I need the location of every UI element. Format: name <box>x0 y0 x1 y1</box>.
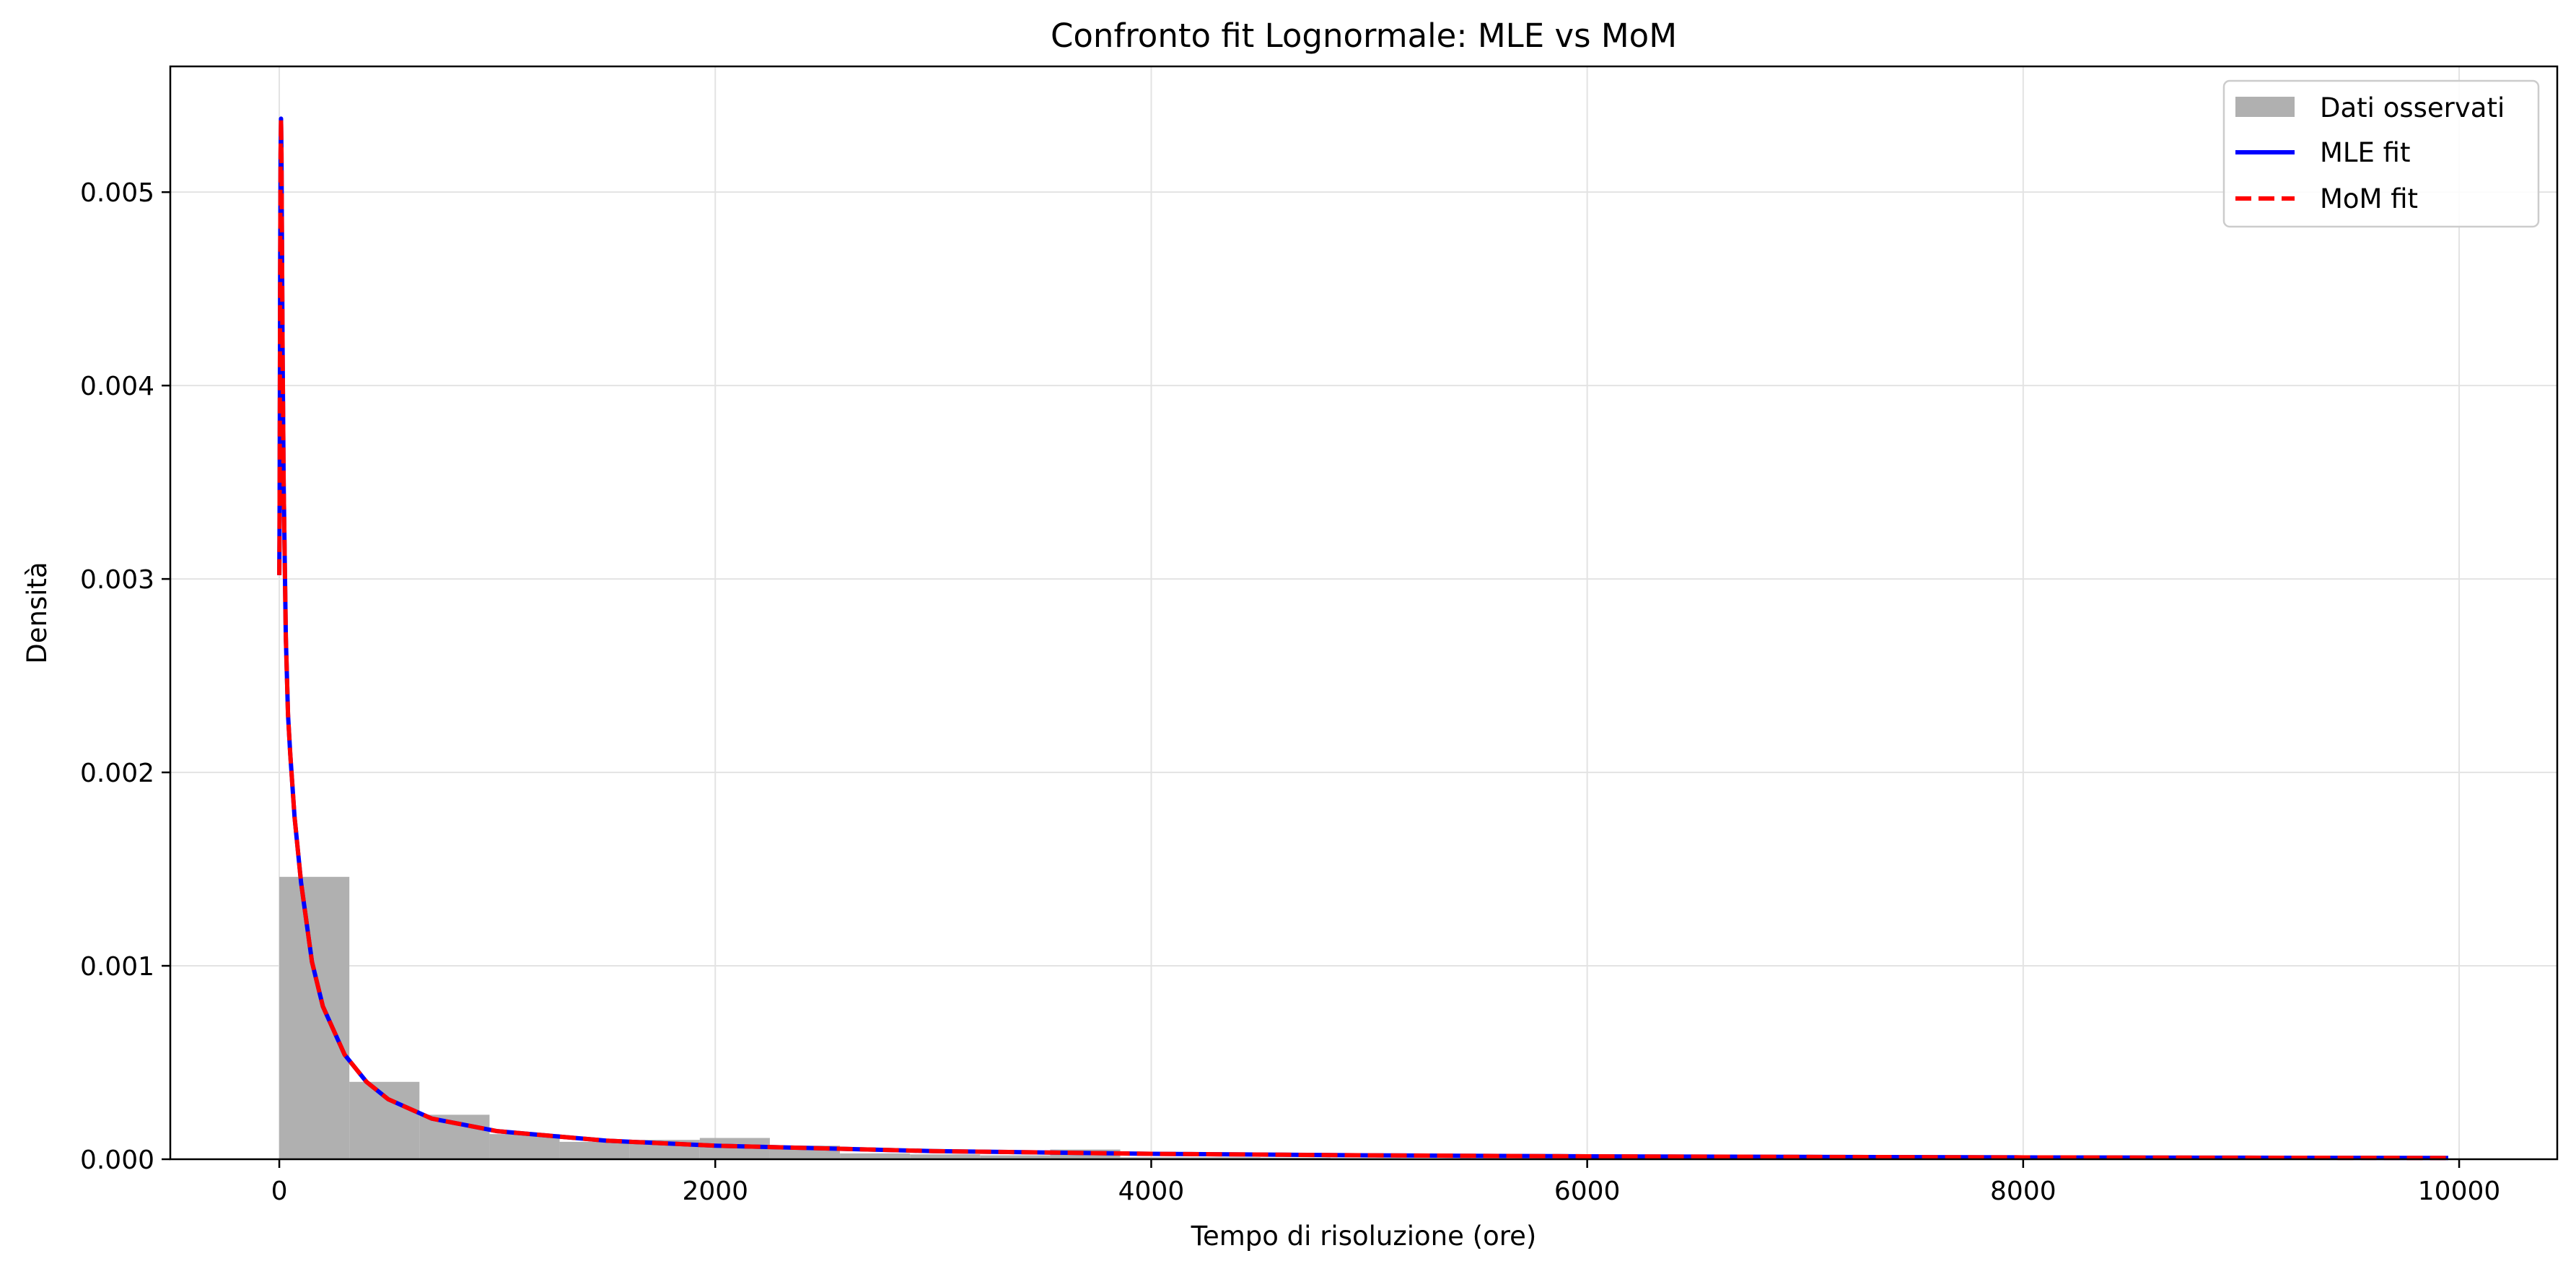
mom-fit-curve <box>277 116 2448 1161</box>
legend-item-observed: Dati osservati <box>2235 92 2505 123</box>
y-tick-label: 0.001 <box>80 952 154 982</box>
histogram-bar <box>910 1154 981 1159</box>
histogram-bar <box>1190 1157 1261 1159</box>
x-tick-label: 10000 <box>2418 1177 2501 1206</box>
x-tick-label: 0 <box>271 1177 288 1206</box>
histogram-bar <box>1120 1157 1191 1159</box>
histogram-bar <box>840 1153 911 1159</box>
y-tick-label: 0.002 <box>80 759 154 788</box>
legend-item-mle: MLE fit <box>2235 137 2411 168</box>
plot-frame <box>169 65 2559 1161</box>
legend-label-observed: Dati osservati <box>2320 92 2505 123</box>
y-axis-ticks: 0.000 0.001 0.002 0.003 0.004 0.005 <box>80 178 170 1175</box>
y-axis-label: Densità <box>22 562 53 663</box>
histogram-bar <box>559 1141 630 1159</box>
legend: Dati osservati MLE fit MoM fit <box>2222 79 2540 228</box>
x-tick-label: 4000 <box>1118 1177 1185 1206</box>
fit-curves <box>277 116 2448 1161</box>
histogram-bar <box>279 876 350 1159</box>
x-axis-ticks: 0 2000 4000 6000 8000 10000 <box>271 1159 2501 1206</box>
y-tick-label: 0.004 <box>80 372 154 401</box>
histogram-bar <box>489 1134 560 1159</box>
x-tick-label: 8000 <box>1990 1177 2056 1206</box>
legend-patch-observed <box>2235 97 2295 117</box>
x-tick-label: 6000 <box>1554 1177 1621 1206</box>
legend-label-mom: MoM fit <box>2320 183 2418 214</box>
plot-area <box>169 65 2559 1161</box>
legend-label-mle: MLE fit <box>2320 137 2411 168</box>
chart-title: Confronto fit Lognormale: MLE vs MoM <box>1051 17 1677 55</box>
x-axis-label: Tempo di risoluzione (ore) <box>1191 1221 1537 1252</box>
legend-frame <box>2222 79 2540 228</box>
legend-item-mom: MoM fit <box>2235 183 2418 214</box>
y-tick-label: 0.003 <box>80 565 154 595</box>
x-tick-label: 2000 <box>682 1177 748 1206</box>
histogram-bar <box>980 1155 1051 1159</box>
y-tick-label: 0.005 <box>80 178 154 208</box>
y-tick-label: 0.000 <box>80 1146 154 1175</box>
